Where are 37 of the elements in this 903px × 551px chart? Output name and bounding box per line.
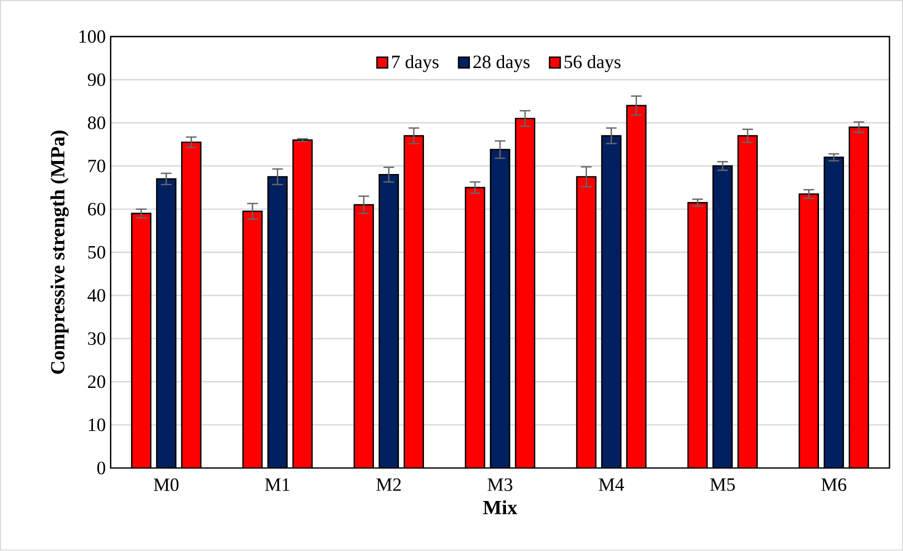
x-tick-label: M0 — [154, 478, 179, 492]
bar — [378, 174, 399, 468]
bar — [601, 135, 622, 468]
legend-label: 7 days — [392, 55, 439, 72]
x-tick-label: M2 — [376, 478, 401, 491]
bar — [131, 212, 152, 468]
y-tick-label: 100 — [80, 30, 106, 44]
x-axis-title: Mix — [483, 500, 518, 514]
bar — [267, 176, 288, 468]
x-tick-label: M3 — [488, 478, 512, 492]
y-tick-label: 40 — [88, 289, 106, 302]
y-axis-title: Compressive strength (MPa) — [50, 130, 69, 374]
y-tick-label: 90 — [88, 74, 106, 86]
y-tick-label: 20 — [88, 376, 106, 388]
x-tick-label: M6 — [821, 478, 846, 492]
bar — [687, 202, 708, 468]
legend-label: 28 days — [473, 55, 530, 72]
y-tick-label: 0 — [97, 462, 106, 475]
y-tick-label: 30 — [88, 332, 106, 346]
x-tick-label: M5 — [710, 478, 735, 492]
bar — [490, 149, 510, 468]
bar — [156, 178, 176, 468]
y-tick-label: 80 — [88, 116, 106, 130]
bar — [464, 187, 486, 468]
bar — [798, 194, 819, 468]
x-tick-label: M4 — [598, 478, 624, 491]
bar — [824, 156, 844, 468]
legend-label: 56 days — [564, 55, 620, 72]
bar — [712, 165, 733, 468]
bar — [354, 204, 374, 468]
y-tick-label: 60 — [88, 203, 106, 216]
x-tick-label: M1 — [265, 478, 290, 491]
y-tick-label: 10 — [88, 418, 106, 432]
y-tick-label: 70 — [88, 160, 106, 172]
bar — [242, 210, 263, 468]
bar — [576, 176, 596, 468]
y-tick-label: 50 — [88, 246, 106, 259]
